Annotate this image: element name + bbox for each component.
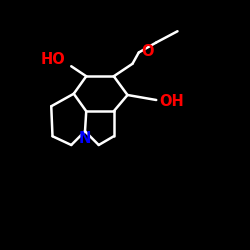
Text: N: N: [79, 131, 91, 146]
Text: OH: OH: [159, 94, 184, 109]
Text: O: O: [141, 44, 154, 59]
Text: HO: HO: [40, 52, 65, 68]
